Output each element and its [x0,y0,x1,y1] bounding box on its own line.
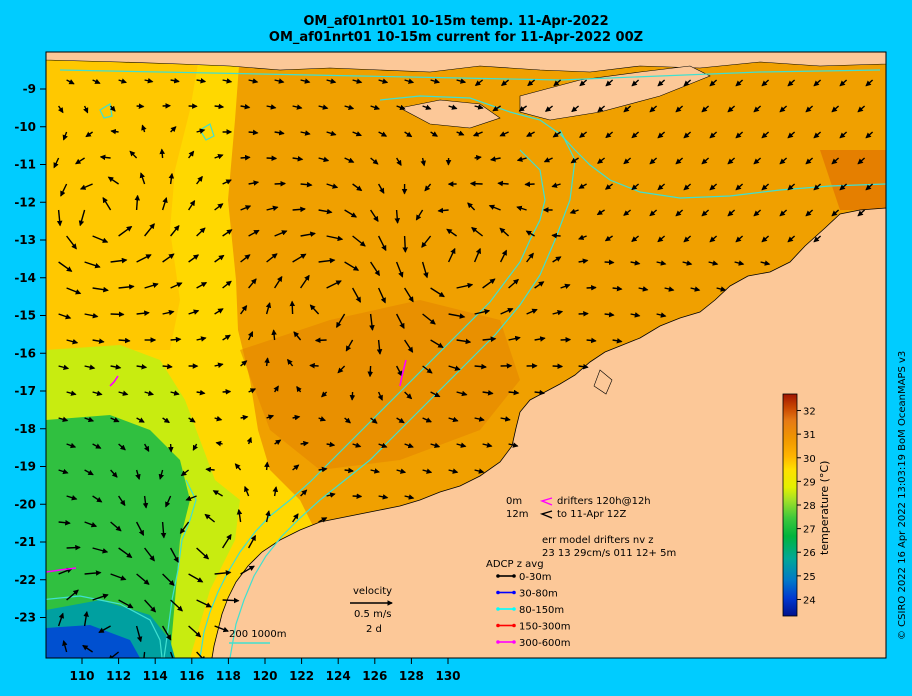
y-tick-label: -20 [14,497,36,511]
adcp-depth-label: 80-150m [519,605,564,616]
y-tick-label: -16 [14,346,36,360]
cold-blue-region [46,625,140,658]
colorbar-ramp [782,393,798,617]
y-tick-label: -18 [14,422,36,436]
map-title: OM_af01nrt01 10-15m temp. 11-Apr-2022 [303,14,609,29]
velocity-title: velocity [353,586,392,597]
australia-mainland [211,207,886,658]
x-tick-label: 112 [106,669,131,683]
drifter-0m-label: drifters 120h@12h [557,496,651,507]
x-tick-label: 124 [326,669,351,683]
x-tick-label: 110 [69,669,94,683]
x-tick-label: 120 [252,669,277,683]
current-vectors [53,77,874,658]
drifter-legend-12m: 12m [506,509,528,520]
colorbar-tick-label: 25 [803,572,816,583]
x-tick-label: 122 [289,669,314,683]
adcp-depth-label: 0-30m [519,572,551,583]
adcp-depth-label: 150-300m [519,622,571,633]
y-tick-label: -17 [14,384,36,398]
drifter-legend-0m: 0m [506,496,522,507]
isobath-legend-text: 200 1000m [229,629,286,640]
colorbar-tick-label: 32 [803,407,816,418]
y-tick-label: -19 [14,460,36,474]
velocity-value: 0.5 m/s [354,609,391,620]
x-tick-label: 114 [143,669,168,683]
colorbar-tick-label: 24 [803,595,816,606]
y-tick-label: -11 [14,158,36,172]
drifter-0m-glyph [539,497,553,506]
green-region [46,415,190,658]
map-subtitle: OM_af01nrt01 10-15m current for 11-Apr-2… [268,30,644,45]
x-tick-label: 118 [216,669,241,683]
model-drifters-header: err model drifters nv z [542,535,654,546]
temperature-colorbar: 32 31 30 29 28 27 26 25 24 temperature (°C) [782,393,831,617]
plot-frame [45,51,887,659]
y-axis: -9 -10 -11 -12 -13 -14 -15 -16 -17 -18 -19 -20 -21 -2… [14,82,46,625]
isobath-legend: 200 1000m [229,629,286,644]
plot-area [46,52,886,658]
colorbar-tick-label: 28 [803,501,816,512]
y-tick-label: -14 [14,271,36,285]
x-tick-label: 126 [362,669,387,683]
colorbar-tick-label: 31 [803,430,816,441]
credit-text: © CSIRO 2022 16 Apr 2022 13:03:19 BoM Oc… [897,350,908,640]
adcp-depth-label: 30-80m [519,589,558,600]
x-axis: 110 112 114 116 118 120 122 124 126 128 130 [69,658,461,683]
drifter-12m-glyph [539,510,553,519]
y-tick-label: -10 [14,120,36,134]
drifter-tracks [46,359,407,573]
velocity-days: 2 d [366,624,382,635]
drifter-legend: 0m 12m drifters 120h@12h to 11-Apr 12Z e… [506,496,676,559]
colorbar-tick-label: 27 [803,525,816,536]
northern-islands [46,52,886,73]
colorbar-label: temperature (°C) [818,461,831,555]
y-tick-label: -22 [14,573,36,587]
y-tick-label: -12 [14,195,36,209]
adcp-legend: ADCP z avg 0-30m 30-80m 80-150m 150-300m 300… [486,559,571,649]
x-tick-label: 116 [179,669,204,683]
velocity-scale: velocity 0.5 m/s 2 d [350,586,393,635]
colorbar-tick-label: 30 [803,454,816,465]
y-tick-label: -9 [23,82,36,96]
isobath-contours [46,69,886,658]
x-tick-label: 130 [435,669,460,683]
drifter-12m-label: to 11-Apr 12Z [557,509,627,520]
x-tick-label: 128 [399,669,424,683]
colorbar-tick-label: 29 [803,477,816,488]
y-tick-label: -23 [14,611,36,625]
y-tick-label: -15 [14,309,36,323]
y-tick-label: -13 [14,233,36,247]
colorbar-tick-label: 26 [803,548,816,559]
adcp-title: ADCP z avg [486,559,544,570]
y-tick-label: -21 [14,535,36,549]
model-drifters-values: 23 13 29cm/s 011 12+ 5m [542,548,676,559]
adcp-depth-label: 300-600m [519,638,571,649]
